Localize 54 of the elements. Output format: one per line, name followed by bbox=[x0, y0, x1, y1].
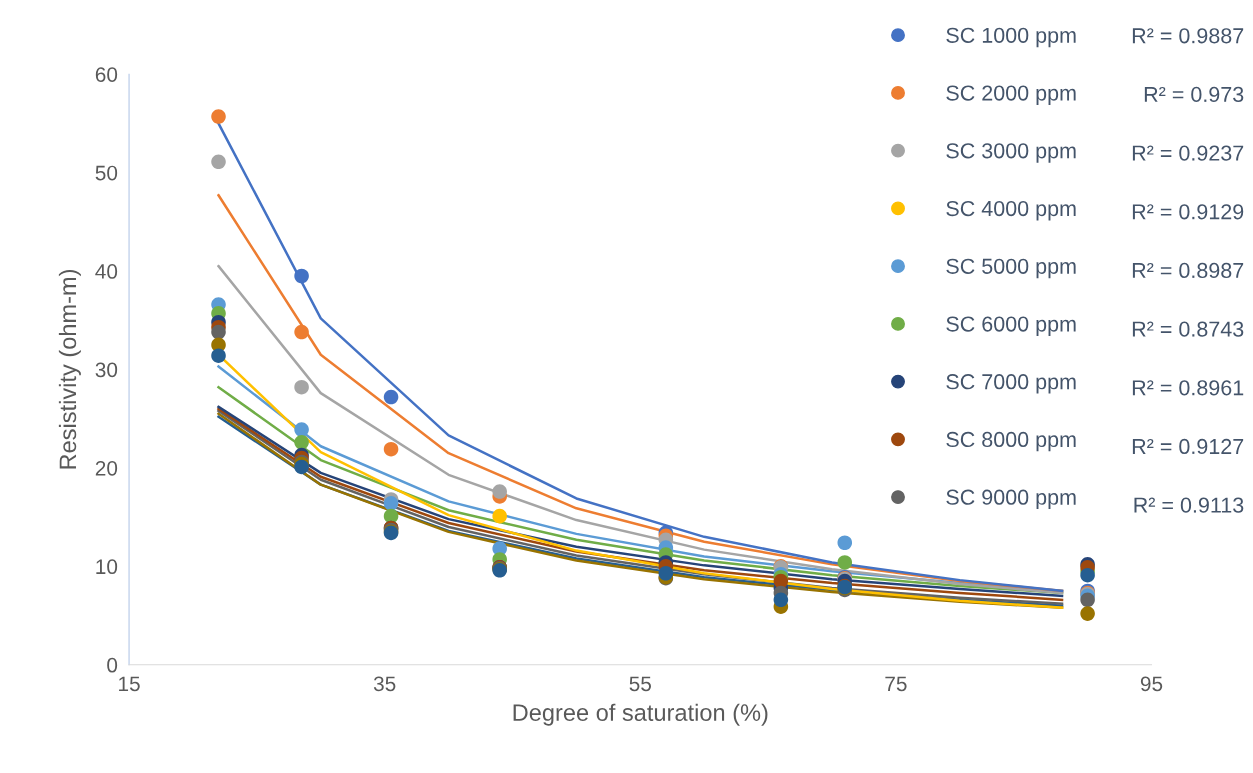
annotation: R² = 0.8987 bbox=[1132, 262, 1244, 279]
point bbox=[294, 422, 309, 437]
point bbox=[294, 379, 309, 395]
point bbox=[837, 555, 853, 570]
annotation: R² = 0.8961 bbox=[1132, 380, 1244, 396]
point bbox=[492, 484, 507, 499]
legend-label: SC 2000 ppm bbox=[946, 85, 1076, 105]
legend-label: SC 8000 ppm bbox=[946, 431, 1076, 452]
point bbox=[211, 154, 226, 170]
point bbox=[383, 496, 399, 511]
y-tick-label: 20 bbox=[95, 460, 118, 476]
x-tick-label: 55 bbox=[629, 676, 651, 692]
point bbox=[837, 535, 853, 551]
legend-label: SC 4000 ppm bbox=[946, 200, 1076, 221]
legend-label: SC 5000 ppm bbox=[946, 258, 1076, 279]
point bbox=[658, 565, 674, 581]
annotation: R² = 0.973 bbox=[1144, 86, 1244, 103]
y-tick-label: 30 bbox=[95, 362, 118, 378]
y-tick-label: 40 bbox=[95, 264, 118, 279]
point bbox=[492, 508, 507, 524]
annotation: R² = 0.9127 bbox=[1132, 438, 1244, 455]
point bbox=[1080, 606, 1095, 621]
y-tick-label: 10 bbox=[96, 559, 118, 575]
point bbox=[294, 324, 309, 340]
y-tick-label: 50 bbox=[95, 165, 118, 181]
legend-label: SC 6000 ppm bbox=[946, 316, 1076, 336]
y-tick-label: 0 bbox=[107, 657, 118, 673]
text: R² = 0.9887 bbox=[1132, 28, 1244, 44]
annotation: R² = 0.9129 bbox=[1132, 204, 1244, 220]
annotation: R² = 0.9237 bbox=[1132, 145, 1244, 161]
x-tick-label: 75 bbox=[885, 676, 907, 692]
point bbox=[1080, 567, 1095, 583]
point bbox=[211, 324, 226, 340]
x-axis-title: Degree of saturation (%) bbox=[513, 703, 768, 726]
legend-label: SC 3000 ppm bbox=[946, 143, 1076, 163]
point bbox=[1080, 592, 1095, 608]
legend-label: SC 9000 ppm bbox=[946, 489, 1076, 510]
point bbox=[211, 109, 226, 124]
y-tick-label: 60 bbox=[95, 67, 118, 82]
y-axis-title: Resistivity (ohm-m) bbox=[58, 269, 81, 469]
point bbox=[773, 592, 789, 608]
point bbox=[294, 268, 309, 284]
x-tick-label: 15 bbox=[119, 676, 140, 692]
x-tick-label: 35 bbox=[373, 676, 396, 692]
point bbox=[773, 573, 789, 589]
annotation: R² = 0.8743 bbox=[1132, 321, 1244, 337]
legend-label: SC 7000 ppm bbox=[946, 374, 1076, 394]
point bbox=[383, 389, 399, 405]
point bbox=[294, 435, 309, 450]
point bbox=[383, 441, 399, 457]
annotation: R² = 0.9113 bbox=[1134, 497, 1244, 513]
point bbox=[211, 348, 226, 363]
x-tick-label: 95 bbox=[1140, 676, 1163, 692]
legend-label: SC 1000 ppm bbox=[946, 27, 1076, 48]
